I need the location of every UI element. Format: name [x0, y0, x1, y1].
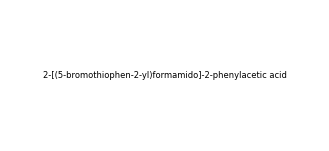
Text: 2-[(5-bromothiophen-2-yl)formamido]-2-phenylacetic acid: 2-[(5-bromothiophen-2-yl)formamido]-2-ph…	[42, 71, 287, 80]
